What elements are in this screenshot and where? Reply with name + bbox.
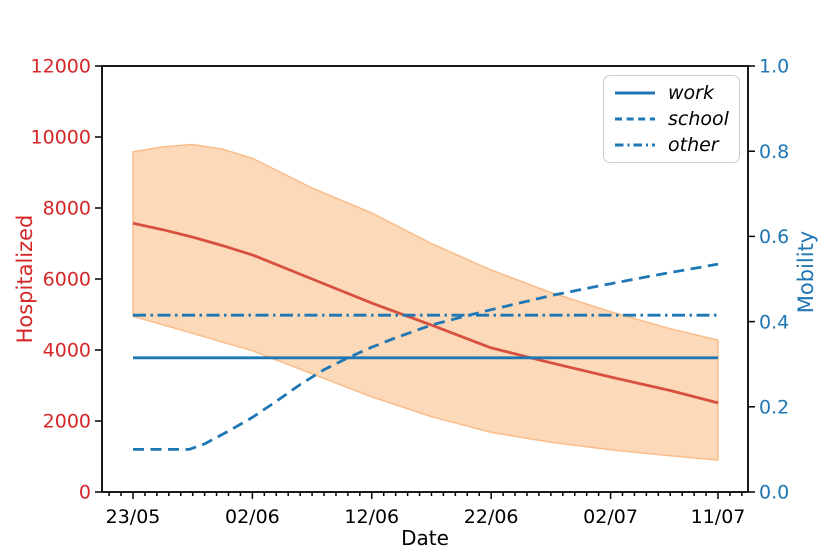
legend-item-school: school	[614, 107, 739, 132]
x-tick-label: 22/06	[464, 506, 519, 528]
right-tick-label: 0.0	[759, 482, 789, 504]
left-tick-label: 8000	[43, 198, 91, 220]
other-line-sample	[615, 143, 655, 147]
x-tick-label: 02/07	[583, 506, 638, 528]
legend-label-work: work	[668, 82, 714, 104]
legend: work school other	[603, 75, 740, 163]
legend-label-school: school	[668, 108, 729, 130]
left-tick-label: 0	[79, 482, 91, 504]
x-tick-label: 02/06	[225, 506, 280, 528]
right-tick-label: 0.6	[759, 226, 789, 248]
left-tick-label: 10000	[31, 127, 91, 149]
legend-item-work: work	[614, 81, 739, 106]
left-tick-label: 2000	[43, 411, 91, 433]
right-tick-label: 0.2	[759, 396, 789, 418]
left-tick-label: 12000	[31, 56, 91, 78]
school-line	[133, 262, 719, 451]
right-tick-label: 0.4	[759, 311, 789, 333]
hospitalized-median-line	[132, 221, 719, 405]
x-tick-label: 12/06	[344, 506, 399, 528]
ticks	[95, 65, 755, 499]
legend-item-other: other	[614, 133, 739, 158]
right-tick-label: 0.8	[759, 141, 789, 163]
x-tick-label: 11/07	[691, 506, 746, 528]
left-tick-label: 6000	[43, 269, 91, 291]
work-line-sample	[615, 91, 655, 95]
right-tick-label: 1.0	[759, 56, 789, 78]
tick-labels: 23/05 02/06 12/06 22/06 02/07 11/07 0 2000 4000 6…	[31, 56, 790, 528]
school-line-sample	[615, 117, 655, 121]
left-tick-label: 4000	[43, 340, 91, 362]
hospitalized-confidence-band	[132, 143, 719, 461]
x-tick-label: 23/05	[106, 506, 161, 528]
legend-label-other: other	[668, 134, 719, 156]
